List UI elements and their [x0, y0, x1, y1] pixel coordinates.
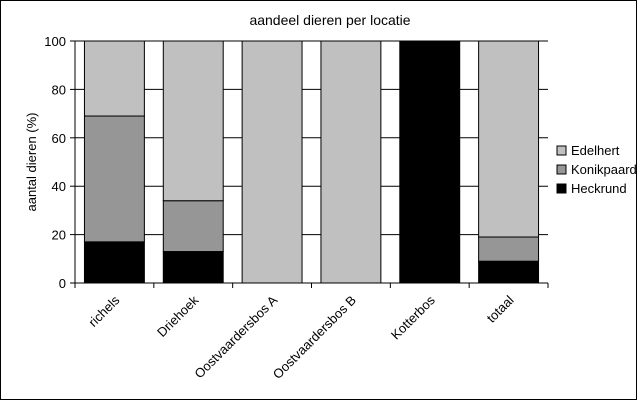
y-tick-label: 100	[44, 34, 66, 49]
legend-swatch-konikpaard	[556, 164, 567, 175]
bar-segment-heckrund	[399, 40, 461, 284]
y-tick-label: 40	[52, 179, 66, 194]
bar-segment-heckrund	[83, 241, 145, 284]
legend-swatch-edelhert	[556, 145, 567, 156]
y-tick-label: 0	[59, 276, 66, 291]
y-tick-label: 20	[52, 228, 66, 243]
legend-swatch-heckrund	[556, 183, 567, 194]
chart-title: aandeel dieren per locatie	[249, 12, 410, 28]
bar-segment-edelhert	[241, 40, 303, 284]
bar-segment-konikpaard	[478, 236, 540, 262]
legend-label-konikpaard: Konikpaard	[571, 162, 637, 177]
y-tick-label: 80	[52, 82, 66, 97]
bar-segment-edelhert	[162, 40, 224, 202]
plot-background	[75, 41, 548, 283]
bar-segment-heckrund	[162, 251, 224, 284]
y-tick-label: 60	[52, 131, 66, 146]
bar-segment-edelhert	[83, 40, 145, 117]
bar-segment-edelhert	[478, 40, 540, 238]
bar-segment-konikpaard	[83, 115, 145, 243]
bar-segment-konikpaard	[162, 200, 224, 253]
bar-segment-edelhert	[320, 40, 382, 284]
legend-label-heckrund: Heckrund	[571, 181, 627, 196]
legend-label-edelhert: Edelhert	[571, 143, 620, 158]
legend: Edelhert Konikpaard Heckrund	[556, 143, 637, 196]
bar-segment-heckrund	[478, 260, 540, 284]
y-axis-label: aantal dieren (%)	[24, 113, 39, 212]
